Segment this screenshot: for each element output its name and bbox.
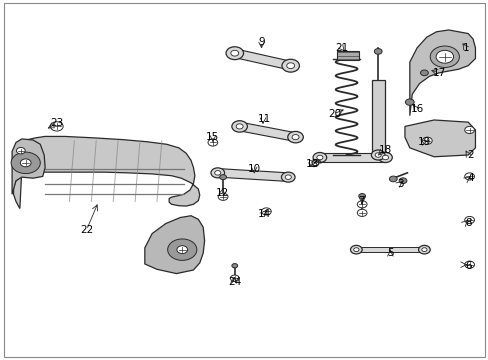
Circle shape [316, 155, 322, 160]
Polygon shape [233, 49, 292, 70]
Text: 21: 21 [334, 43, 347, 53]
Circle shape [207, 139, 217, 146]
Polygon shape [217, 168, 288, 181]
Circle shape [312, 153, 326, 162]
Circle shape [225, 47, 243, 60]
Polygon shape [12, 139, 45, 194]
Circle shape [291, 135, 299, 140]
Circle shape [230, 50, 238, 56]
Circle shape [11, 152, 40, 174]
Circle shape [167, 239, 197, 260]
Circle shape [464, 173, 473, 180]
Text: 14: 14 [257, 209, 270, 219]
Circle shape [420, 70, 427, 76]
Circle shape [398, 178, 406, 184]
Polygon shape [319, 153, 385, 162]
Text: 9: 9 [258, 37, 264, 48]
Text: 2: 2 [467, 150, 473, 160]
Circle shape [20, 159, 31, 167]
Text: 15: 15 [206, 132, 219, 142]
Circle shape [350, 246, 362, 254]
Text: 18: 18 [378, 145, 391, 155]
Text: 20: 20 [327, 109, 340, 119]
Circle shape [405, 99, 413, 105]
Circle shape [17, 148, 25, 154]
Circle shape [418, 246, 429, 254]
Text: 13: 13 [305, 159, 319, 169]
Circle shape [421, 248, 426, 252]
Circle shape [373, 49, 381, 54]
Circle shape [374, 153, 381, 157]
Circle shape [218, 193, 227, 201]
Text: 23: 23 [51, 118, 64, 128]
Circle shape [231, 121, 247, 132]
Text: 10: 10 [247, 164, 260, 174]
Text: 19: 19 [417, 138, 430, 148]
Polygon shape [356, 247, 424, 252]
Circle shape [281, 172, 294, 182]
Polygon shape [238, 122, 296, 141]
Circle shape [357, 201, 366, 208]
Polygon shape [144, 216, 204, 274]
Text: 22: 22 [80, 225, 93, 235]
Bar [371, 80, 384, 155]
Circle shape [231, 264, 237, 268]
Polygon shape [409, 30, 474, 116]
Circle shape [285, 175, 291, 179]
Text: 17: 17 [431, 68, 445, 78]
Circle shape [282, 59, 299, 72]
Circle shape [177, 246, 187, 253]
Polygon shape [14, 136, 200, 208]
Polygon shape [404, 120, 474, 157]
Circle shape [435, 50, 453, 63]
Circle shape [230, 275, 239, 282]
Text: 6: 6 [464, 261, 470, 271]
Circle shape [357, 209, 366, 216]
Bar [336, 51, 358, 60]
Circle shape [219, 175, 226, 180]
Circle shape [382, 155, 388, 160]
Circle shape [353, 248, 358, 252]
Text: 3: 3 [396, 179, 403, 189]
Text: 1: 1 [462, 43, 468, 53]
Text: 5: 5 [386, 248, 393, 258]
Text: 24: 24 [228, 277, 241, 287]
Circle shape [261, 208, 271, 215]
Circle shape [429, 46, 458, 67]
Circle shape [50, 122, 63, 131]
Circle shape [422, 137, 431, 144]
Circle shape [464, 261, 473, 268]
Circle shape [286, 63, 294, 69]
Circle shape [210, 168, 224, 178]
Circle shape [378, 153, 391, 162]
Circle shape [464, 126, 473, 134]
Circle shape [371, 150, 384, 160]
Text: 12: 12 [216, 188, 229, 198]
Text: 8: 8 [464, 218, 470, 228]
Circle shape [287, 131, 303, 143]
Text: 16: 16 [409, 104, 423, 113]
Circle shape [358, 194, 365, 199]
Circle shape [464, 216, 473, 224]
Circle shape [388, 176, 396, 182]
Text: 7: 7 [357, 197, 364, 206]
Circle shape [214, 171, 221, 175]
Text: 4: 4 [467, 173, 473, 183]
Text: 11: 11 [257, 114, 270, 124]
Circle shape [236, 124, 243, 129]
